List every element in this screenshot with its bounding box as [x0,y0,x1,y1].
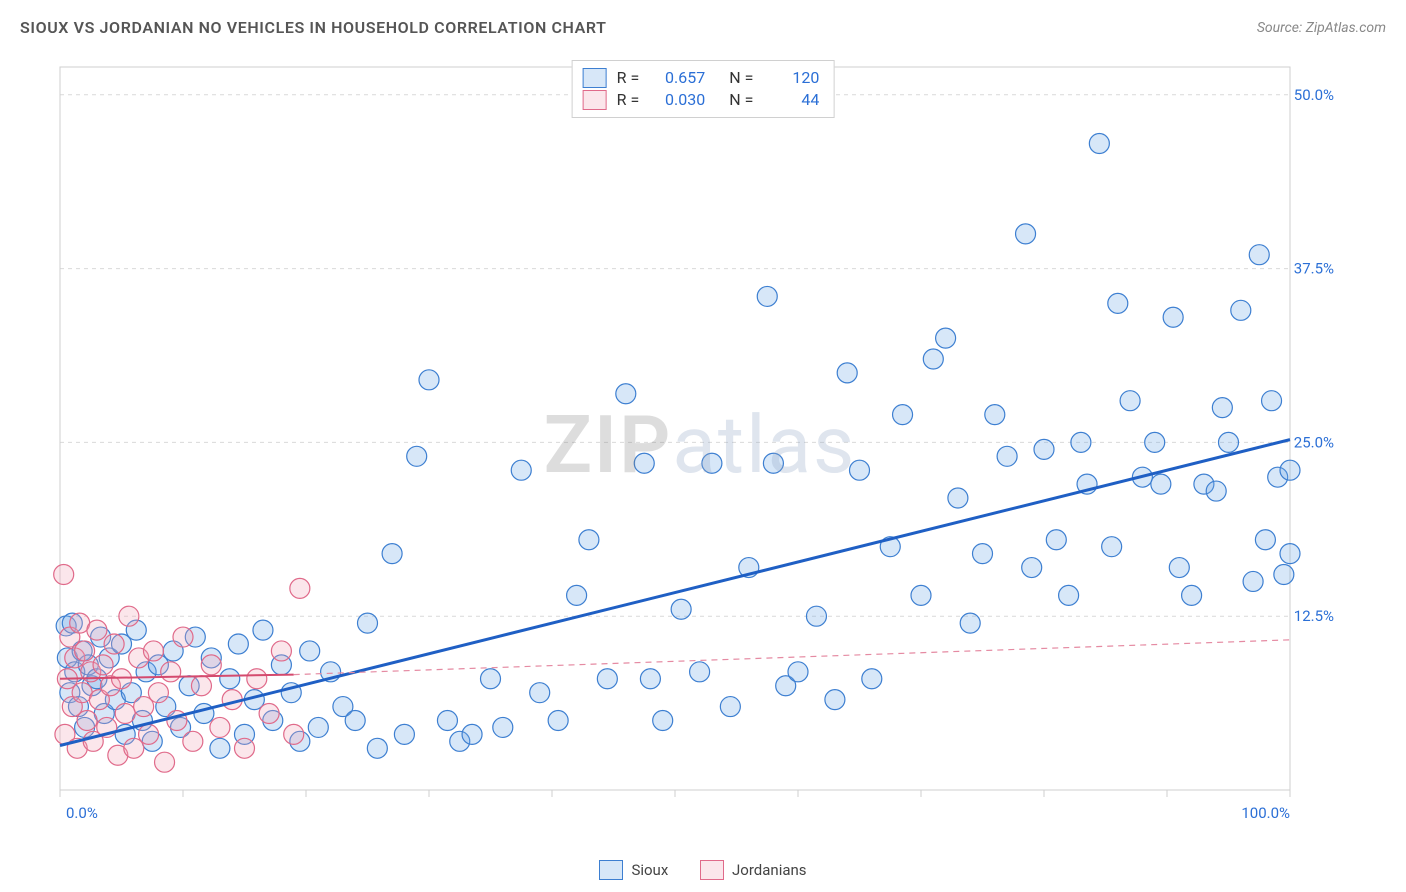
scatter-plot: 12.5% 25.0% 37.5% 50.0% 0.0% 100.0% [50,55,1350,835]
legend-row-sioux: R = 0.657 N = 120 [583,67,820,89]
source-label: Source: ZipAtlas.com [1257,20,1386,36]
swatch-jordanians [583,90,607,110]
correlation-legend: R = 0.657 N = 120 R = 0.030 N = 44 [572,60,835,118]
sioux-r-value: 0.657 [649,67,705,89]
svg-text:12.5%: 12.5% [1294,607,1334,625]
r-label: R = [617,89,640,111]
jordanians-n-value: 44 [763,89,819,111]
legend-label-sioux: Sioux [631,861,668,879]
n-label: N = [729,67,753,89]
legend-item-sioux: Sioux [599,860,668,880]
svg-text:25.0%: 25.0% [1294,433,1334,451]
legend-item-jordanians: Jordanians [700,860,807,880]
series-legend: Sioux Jordanians [0,860,1406,884]
swatch-jordanians [700,860,724,880]
n-label: N = [729,89,753,111]
svg-text:0.0%: 0.0% [66,804,98,822]
chart-header: SIOUX VS JORDANIAN NO VEHICLES IN HOUSEH… [20,18,1386,37]
legend-label-jordanians: Jordanians [732,861,807,879]
chart-title: SIOUX VS JORDANIAN NO VEHICLES IN HOUSEH… [20,18,607,37]
plot-area: 12.5%25.0%37.5%50.0%0.0%100.0% ZIPatlas [50,55,1350,835]
svg-text:37.5%: 37.5% [1294,260,1334,278]
swatch-sioux [599,860,623,880]
legend-row-jordanians: R = 0.030 N = 44 [583,89,820,111]
svg-text:50.0%: 50.0% [1294,86,1334,104]
sioux-n-value: 120 [763,67,819,89]
r-label: R = [617,67,640,89]
jordanians-r-value: 0.030 [649,89,705,111]
swatch-sioux [583,68,607,88]
svg-text:100.0%: 100.0% [1241,804,1290,822]
